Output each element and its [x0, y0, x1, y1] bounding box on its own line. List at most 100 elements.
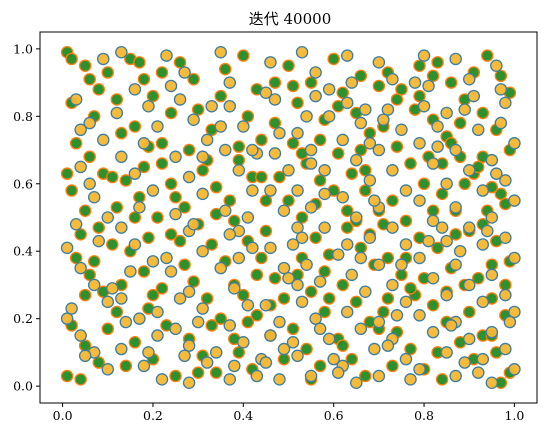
data-point	[472, 123, 485, 137]
data-point	[133, 56, 146, 69]
data-point	[164, 106, 178, 120]
data-point	[115, 292, 128, 305]
data-point	[467, 89, 480, 103]
data-point	[399, 295, 413, 309]
data-point	[499, 174, 512, 187]
data-point	[187, 217, 200, 231]
x-tick-label: 0.0	[53, 408, 73, 423]
data-point	[191, 103, 205, 116]
data-point	[422, 234, 435, 248]
data-point	[490, 59, 503, 72]
data-point	[87, 255, 101, 268]
data-point	[78, 349, 92, 363]
data-point	[232, 251, 246, 265]
data-point	[449, 258, 462, 271]
data-point	[164, 265, 178, 278]
data-point	[237, 49, 250, 62]
data-point	[255, 170, 268, 184]
data-point	[494, 187, 508, 201]
data-point	[241, 298, 255, 312]
data-point	[214, 45, 227, 59]
data-point	[124, 265, 137, 278]
data-point	[205, 238, 218, 251]
data-point	[291, 96, 304, 110]
data-point	[476, 106, 490, 120]
data-point	[390, 93, 404, 106]
data-point	[472, 366, 485, 379]
data-point	[413, 137, 426, 150]
data-point	[205, 99, 218, 113]
data-point	[318, 265, 331, 278]
data-point	[458, 103, 471, 116]
data-point	[110, 305, 124, 319]
data-point	[151, 305, 164, 319]
data-point	[178, 258, 191, 271]
data-point	[426, 325, 440, 339]
plot-frame	[39, 31, 538, 404]
y-tick-label: 0.6	[13, 176, 33, 191]
data-point	[435, 373, 449, 386]
data-point	[237, 120, 250, 133]
data-point	[413, 59, 426, 72]
data-point	[101, 363, 115, 376]
data-point	[399, 238, 413, 251]
data-point	[65, 184, 78, 197]
data-point	[485, 153, 499, 167]
data-point	[83, 268, 96, 282]
data-point	[133, 201, 146, 214]
data-point	[200, 133, 214, 147]
data-point	[494, 69, 508, 83]
data-point	[372, 258, 386, 271]
data-point	[155, 66, 169, 79]
data-point	[327, 52, 340, 66]
data-point	[313, 359, 327, 373]
data-point	[417, 177, 431, 191]
data-point	[472, 271, 485, 285]
data-point	[255, 251, 268, 265]
data-point	[336, 86, 349, 99]
data-point	[499, 96, 512, 110]
data-point	[368, 194, 381, 207]
data-point	[462, 72, 476, 86]
x-tick-label: 0.2	[143, 408, 163, 423]
data-point	[173, 93, 187, 106]
data-point	[372, 315, 386, 329]
data-point	[160, 251, 173, 265]
data-point	[277, 292, 291, 305]
data-point	[318, 164, 331, 177]
data-point	[318, 187, 331, 201]
data-point	[440, 177, 453, 191]
data-point	[273, 315, 286, 329]
data-point	[399, 352, 413, 366]
data-point	[295, 231, 309, 244]
data-point	[223, 76, 237, 89]
data-point	[372, 143, 386, 157]
data-point	[259, 298, 273, 312]
data-point	[313, 275, 327, 288]
data-point	[404, 282, 417, 295]
data-point	[395, 258, 408, 271]
data-point	[386, 194, 399, 207]
data-point	[340, 49, 354, 62]
data-point	[309, 312, 322, 325]
data-point	[250, 309, 264, 322]
data-point	[295, 211, 309, 224]
data-point	[83, 116, 96, 130]
data-point	[304, 143, 318, 157]
data-point	[444, 319, 458, 332]
data-point	[218, 204, 232, 217]
data-point	[413, 89, 426, 103]
data-point	[142, 231, 155, 244]
data-point	[282, 194, 295, 207]
y-tick-label: 0.8	[13, 109, 33, 124]
data-point	[318, 305, 331, 319]
data-point	[119, 174, 133, 187]
data-point	[191, 315, 205, 329]
data-point	[223, 228, 237, 241]
data-point	[83, 72, 96, 86]
data-point	[264, 184, 277, 197]
data-point	[228, 214, 241, 228]
data-point	[209, 366, 223, 379]
data-point	[92, 356, 105, 369]
data-point	[106, 282, 119, 295]
